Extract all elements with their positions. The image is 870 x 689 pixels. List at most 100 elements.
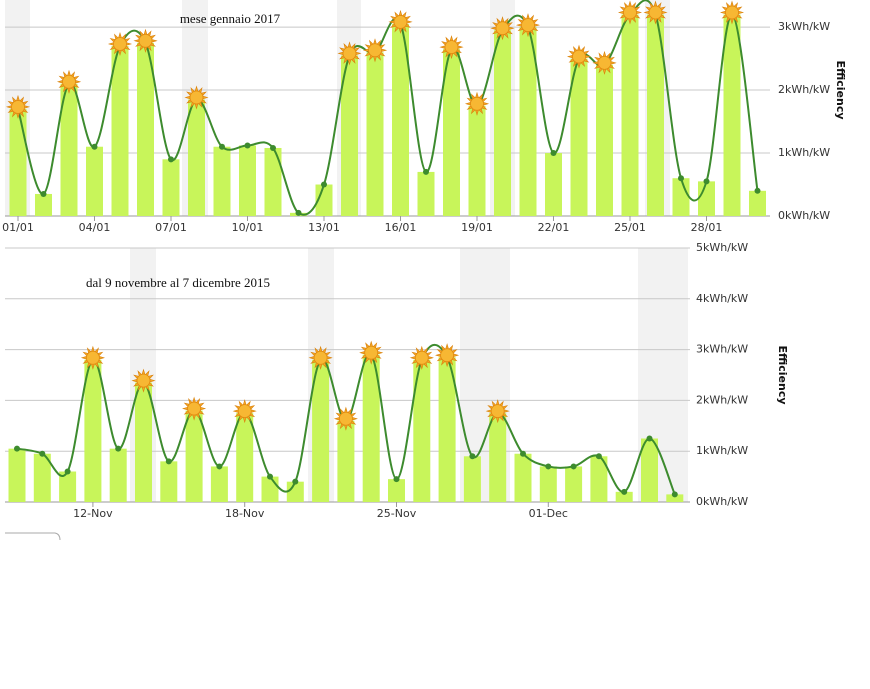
sun-core [597,55,612,70]
point [703,178,710,185]
bar [9,108,27,216]
bar [666,494,684,502]
x-tick-label: 19/01 [461,221,493,234]
sun-core [189,90,204,105]
sun-core [490,404,505,419]
point [292,478,299,485]
x-tick-label: 18-Nov [225,507,265,520]
sun-icon [485,399,510,424]
sun-core [368,43,382,58]
point [267,473,273,480]
bar [337,420,355,502]
bar [723,14,741,217]
bar [188,99,205,216]
bar [315,184,333,216]
point [321,181,327,188]
bar [596,64,613,216]
sun-icon [333,406,358,431]
x-tick-label: 12-Nov [73,507,113,520]
sun-core [440,348,455,363]
x-tick-label: 01/01 [2,221,34,234]
x-tick-label: 25/01 [614,221,646,234]
bar [388,479,405,502]
x-tick-label: 04/01 [79,221,111,234]
sun-core [338,411,353,426]
point [621,488,628,495]
bar [366,52,384,217]
bar [111,45,129,217]
point [219,143,225,150]
sun-core [86,350,100,365]
point [393,476,400,483]
sun-icon [131,368,156,393]
sun-icon [439,35,464,60]
sun-core [572,49,586,64]
point [115,445,122,452]
sun-core [495,21,510,36]
sun-core [313,350,328,365]
sun-core [62,74,76,89]
sun-icon [617,0,643,25]
x-tick-label: 25-Nov [377,507,417,520]
sun-icon [5,94,31,119]
y-tick-label: 0kWh/kW [696,495,748,508]
point [91,143,98,150]
point [550,150,557,157]
y-axis-label: Efficiency [834,60,847,119]
point [270,144,276,151]
bar [59,471,77,502]
sun-core [187,401,202,416]
x-tick-label: 28/01 [691,221,723,234]
bar [312,359,330,502]
y-tick-label: 2kWh/kW [696,393,748,406]
bar [615,491,633,502]
point [754,187,761,194]
chart-title: mese gennaio 2017 [180,11,281,26]
bar [109,448,127,502]
y-tick-label: 5kWh/kW [696,241,748,254]
bar [86,146,103,216]
point [570,463,577,470]
x-tick-label: 13/01 [308,221,340,234]
bar [60,83,78,217]
sun-icon [182,396,207,421]
bar [160,461,178,502]
sun-core [444,40,459,55]
bar [641,438,658,502]
bar [261,476,279,502]
sun-core [136,373,151,388]
point [520,450,526,457]
sun-icon [515,13,541,38]
bar [185,410,203,502]
bar [264,147,282,216]
bar [213,146,231,216]
bar [570,58,588,216]
sun-core [393,15,408,29]
sun-icon [388,9,413,34]
bar [494,30,511,217]
sun-core [237,404,252,419]
bar [489,413,507,502]
x-tick-label: 22/01 [538,221,570,234]
bar [35,193,52,216]
sun-icon [80,345,105,370]
bar [239,145,256,216]
bar [590,456,608,502]
chart-title: dal 9 novembre al 7 dicembre 2015 [86,275,270,290]
y-tick-label: 3kWh/kW [778,20,830,33]
bar [443,49,460,216]
point [646,435,653,442]
point [168,156,174,163]
point [165,458,172,465]
scroll-handle [5,532,61,541]
bar [286,481,304,502]
sun-icon [308,345,333,370]
y-tick-label: 1kWh/kW [696,444,748,457]
bar [341,55,358,217]
bar [545,153,562,216]
sun-icon [592,50,617,75]
point [423,168,429,175]
sun-icon [435,343,460,368]
bar [698,181,715,216]
